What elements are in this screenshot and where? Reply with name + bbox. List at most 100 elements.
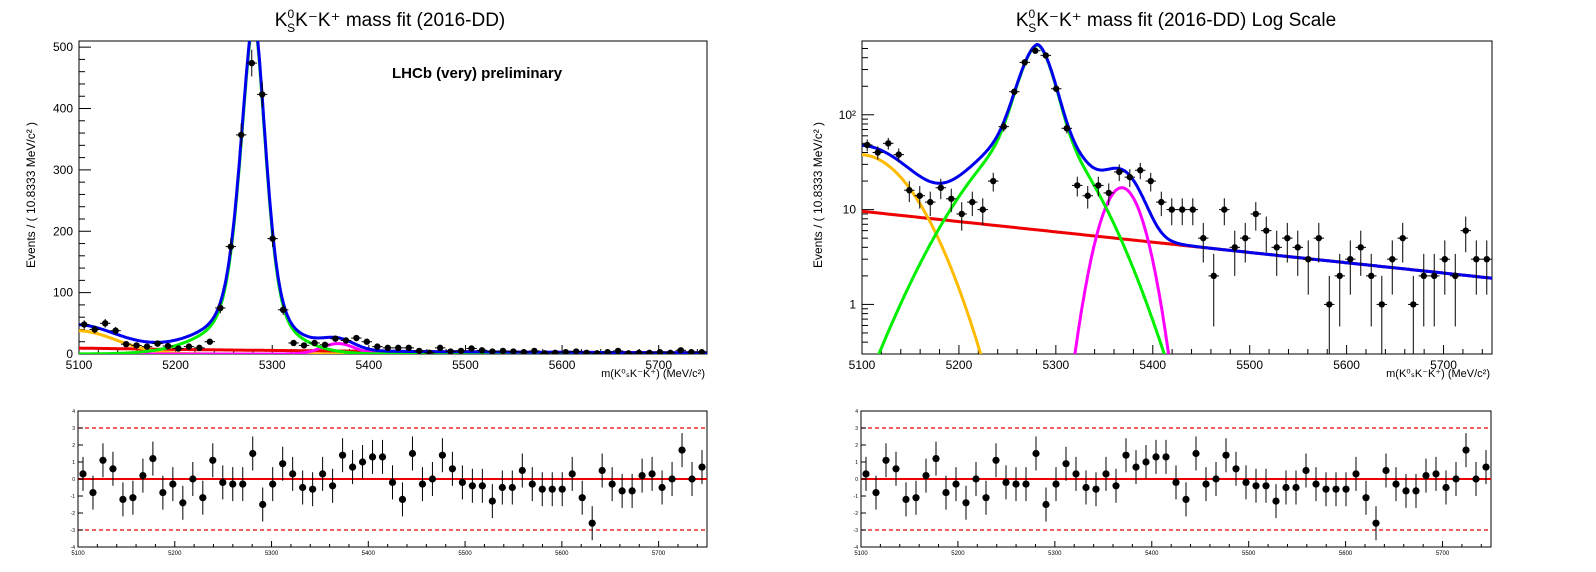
x-tick-label: 5400 <box>1139 358 1166 372</box>
pull-x-tick-label: 5700 <box>652 551 666 557</box>
lhcb-annotation: LHCb (very) preliminary <box>392 65 563 82</box>
pull-point <box>1122 451 1130 459</box>
pull-point <box>159 489 167 497</box>
pull-point <box>1302 466 1310 475</box>
pull-point <box>259 500 267 509</box>
pull-point <box>119 495 127 503</box>
data-point <box>979 206 986 213</box>
data-point <box>342 337 350 344</box>
pull-y-tick-label: 1 <box>855 460 858 466</box>
data-point <box>238 131 245 139</box>
data-point <box>1263 227 1270 234</box>
plot-frame <box>78 40 708 355</box>
data-point <box>1137 167 1144 174</box>
y-tick-label: 500 <box>53 40 73 54</box>
data-point <box>937 184 944 191</box>
pull-point <box>1472 475 1480 483</box>
data-point <box>874 149 881 156</box>
data-point <box>258 91 266 98</box>
pull-point <box>99 456 107 464</box>
pull-y-tick-label: -1 <box>854 494 859 500</box>
pull-point <box>942 489 950 497</box>
data-point <box>353 334 360 342</box>
data-point <box>885 140 892 147</box>
pull-point <box>1402 487 1410 495</box>
pull-point <box>1292 483 1300 492</box>
pull-y-tick-label: 0 <box>72 477 75 483</box>
data-point <box>1462 227 1469 234</box>
pull-point <box>189 475 197 483</box>
x-tick-label: 5100 <box>849 358 876 372</box>
pull-point <box>1482 463 1490 471</box>
data-point <box>489 348 496 354</box>
pull-point <box>902 495 910 503</box>
pull-point <box>638 472 646 480</box>
pull-point <box>962 499 970 507</box>
data-point <box>457 347 465 354</box>
pull-x-tick-label: 5700 <box>1436 551 1450 557</box>
x-tick-label: 5200 <box>162 358 189 372</box>
pull-y-tick-label: 3 <box>855 426 858 432</box>
data-point <box>1315 234 1322 242</box>
pull-point <box>1412 487 1420 495</box>
pull-point <box>1222 451 1230 459</box>
pull-point <box>1422 472 1430 480</box>
data-point <box>269 235 276 242</box>
pull-point <box>139 472 147 480</box>
pull-point <box>1332 485 1340 493</box>
pull-point <box>598 466 606 475</box>
pull-point <box>1112 482 1120 490</box>
data-point <box>1273 244 1280 251</box>
pull-point <box>458 478 466 486</box>
data-point <box>531 347 538 354</box>
pull-point <box>1162 453 1170 461</box>
y-tick-label: 10² <box>839 108 856 122</box>
pull-point <box>1262 482 1270 490</box>
pull-point <box>1432 470 1440 478</box>
y-tick-label: 100 <box>53 286 73 300</box>
data-point <box>164 342 172 350</box>
data-point <box>635 349 643 354</box>
data-point <box>1189 206 1196 213</box>
data-point <box>415 347 423 354</box>
data-point <box>1200 234 1207 242</box>
x-tick-label: 5600 <box>549 358 576 372</box>
data-point <box>1305 255 1312 263</box>
y-tick-label: 0 <box>66 347 73 361</box>
pull-point <box>1012 480 1020 488</box>
pull-point <box>348 463 357 471</box>
pull-point <box>952 480 960 488</box>
data-point <box>688 348 695 354</box>
data-point <box>1053 85 1060 92</box>
pull-point <box>1242 478 1250 486</box>
pull-point <box>289 470 297 478</box>
data-point <box>227 243 234 250</box>
pull-point <box>912 494 920 502</box>
data-point <box>895 151 902 158</box>
data-point <box>363 338 371 345</box>
pull-point <box>1272 497 1280 505</box>
data-point <box>1084 192 1091 199</box>
data-point <box>499 347 507 354</box>
data-points <box>862 47 1492 354</box>
data-point <box>1294 244 1301 251</box>
pull-x-tick-label: 5400 <box>362 551 376 557</box>
data-point <box>1473 255 1480 263</box>
pull-point <box>1022 480 1030 488</box>
data-points <box>79 49 707 354</box>
data-point <box>478 347 486 354</box>
pull-point <box>1352 470 1360 478</box>
pull-point <box>678 446 686 454</box>
data-point <box>1420 272 1427 280</box>
data-point <box>562 348 569 354</box>
pull-point <box>1082 483 1090 492</box>
pull-point <box>982 494 990 502</box>
data-point <box>1284 234 1291 242</box>
data-point <box>969 198 976 206</box>
data-point <box>1095 182 1102 189</box>
pull-point <box>892 465 900 473</box>
pull-point <box>648 470 656 478</box>
pull-point <box>922 472 930 480</box>
data-point <box>1063 125 1070 132</box>
